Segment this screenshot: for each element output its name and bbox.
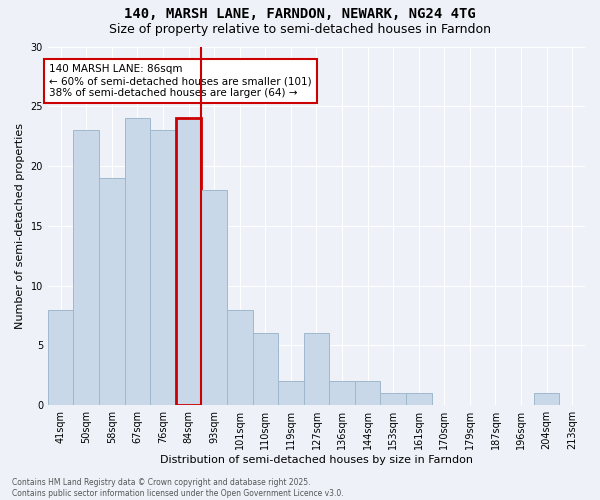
Bar	[48, 310, 73, 405]
Text: Size of property relative to semi-detached houses in Farndon: Size of property relative to semi-detach…	[109, 22, 491, 36]
Text: 140 MARSH LANE: 86sqm
← 60% of semi-detached houses are smaller (101)
38% of sem: 140 MARSH LANE: 86sqm ← 60% of semi-deta…	[49, 64, 312, 98]
Bar	[380, 394, 406, 405]
Bar	[278, 382, 304, 405]
Bar	[304, 334, 329, 405]
Bar	[125, 118, 150, 405]
X-axis label: Distribution of semi-detached houses by size in Farndon: Distribution of semi-detached houses by …	[160, 455, 473, 465]
Bar	[355, 382, 380, 405]
Bar	[176, 118, 202, 405]
Bar	[99, 178, 125, 405]
Bar	[329, 382, 355, 405]
Bar	[202, 190, 227, 405]
Y-axis label: Number of semi-detached properties: Number of semi-detached properties	[15, 123, 25, 329]
Bar	[150, 130, 176, 405]
Bar	[406, 394, 431, 405]
Bar	[227, 310, 253, 405]
Bar	[73, 130, 99, 405]
Text: Contains HM Land Registry data © Crown copyright and database right 2025.
Contai: Contains HM Land Registry data © Crown c…	[12, 478, 344, 498]
Text: 140, MARSH LANE, FARNDON, NEWARK, NG24 4TG: 140, MARSH LANE, FARNDON, NEWARK, NG24 4…	[124, 8, 476, 22]
Bar	[253, 334, 278, 405]
Bar	[534, 394, 559, 405]
